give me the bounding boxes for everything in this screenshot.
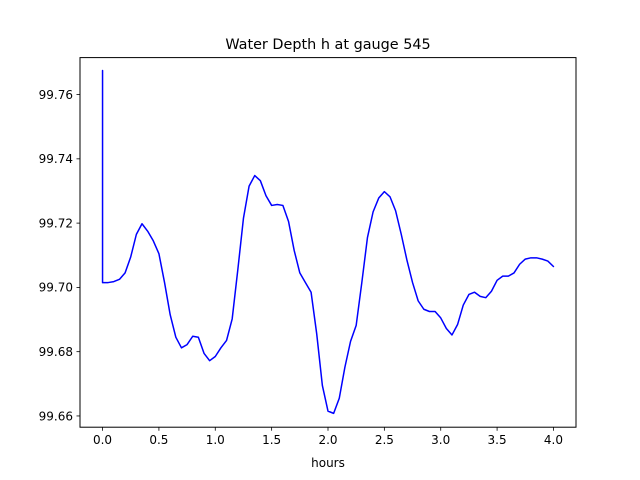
x-tick-label: 1.5 [262,433,281,447]
y-tick-label: 99.74 [39,152,73,166]
x-tick-label: 1.0 [206,433,225,447]
series-line-1 [101,69,555,415]
x-tick-label: 3.0 [431,433,450,447]
y-axis: 99.66 99.68 99.70 99.72 99.74 99.76 [39,88,80,423]
plot-frame [79,57,577,428]
y-tick-label: 99.72 [39,216,73,230]
y-tick-label: 99.70 [39,281,73,295]
chart-title: Water Depth h at gauge 545 [225,37,430,53]
x-tick-label: 0.5 [149,433,168,447]
plot-area [101,69,555,415]
y-tick-label: 99.76 [39,88,73,102]
x-tick-label: 2.5 [375,433,394,447]
x-tick-label: 0.0 [93,433,112,447]
x-axis-label: hours [311,456,345,470]
x-tick-label: 3.5 [488,433,507,447]
x-axis: 0.0 0.5 1.0 1.5 2.0 2.5 3.0 3.5 4.0 [93,427,563,447]
y-tick-label: 99.66 [39,409,73,423]
x-tick-label: 2.0 [318,433,337,447]
y-tick-label: 99.68 [39,345,73,359]
x-tick-label: 4.0 [544,433,563,447]
